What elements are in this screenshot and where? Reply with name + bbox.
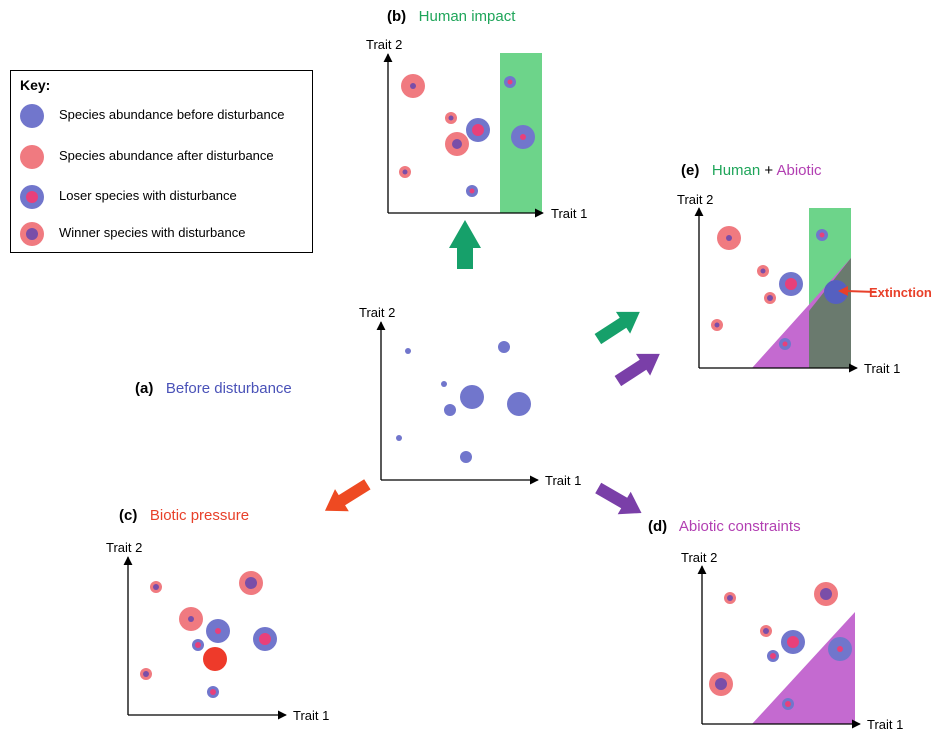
loser-species bbox=[816, 229, 828, 241]
panel-letter: (c) bbox=[119, 507, 138, 524]
panel-a-plot: Trait 2 Trait 1 bbox=[359, 305, 581, 488]
loser-species bbox=[511, 125, 535, 149]
legend-title: Key: bbox=[20, 77, 51, 93]
winner-species bbox=[140, 668, 152, 680]
after-symbol-icon bbox=[20, 145, 44, 169]
panel-e-plot: Trait 2 Trait 1 Extinction bbox=[677, 192, 932, 376]
panel-title-human: Human bbox=[711, 162, 761, 179]
winner-species bbox=[709, 672, 733, 696]
loser-species bbox=[781, 630, 805, 654]
species-before bbox=[460, 385, 484, 409]
species-before bbox=[441, 381, 447, 387]
arrow-purple-to-e bbox=[614, 353, 660, 387]
winner-species bbox=[399, 166, 411, 178]
loser-species bbox=[504, 76, 516, 88]
x-axis-label: Trait 1 bbox=[293, 708, 329, 723]
extinction-arrow-head bbox=[838, 286, 848, 296]
loser-species bbox=[767, 650, 779, 662]
invasive-species bbox=[203, 647, 227, 671]
loser-species bbox=[253, 627, 277, 651]
loser-species bbox=[779, 338, 791, 350]
winner-species bbox=[239, 571, 263, 595]
winner-species bbox=[150, 581, 162, 593]
panel-a-title: (a) Before disturbance bbox=[135, 380, 292, 397]
species-before bbox=[498, 341, 510, 353]
panel-title-text: Before disturbance bbox=[165, 380, 292, 397]
species-before bbox=[460, 451, 472, 463]
loser-species bbox=[828, 637, 852, 661]
panel-e-title: (e) Human + Abiotic bbox=[681, 162, 822, 179]
y-axis-label: Trait 2 bbox=[359, 305, 395, 320]
legend-label: Species abundance before disturbance bbox=[59, 107, 285, 122]
species-before bbox=[405, 348, 411, 354]
x-axis-label: Trait 1 bbox=[545, 473, 581, 488]
legend-box: Key: Species abundance before disturbanc… bbox=[10, 70, 313, 253]
panel-c-title: (c) Biotic pressure bbox=[119, 507, 249, 524]
winner-symbol-icon bbox=[20, 222, 44, 246]
loser-species bbox=[206, 619, 230, 643]
extinction-arrow bbox=[845, 290, 877, 293]
loser-species bbox=[782, 698, 794, 710]
legend-label: Winner species with disturbance bbox=[59, 225, 246, 240]
winner-species bbox=[401, 74, 425, 98]
winner-species bbox=[760, 625, 772, 637]
panel-title-text: Human impact bbox=[418, 8, 516, 25]
panel-letter: (e) bbox=[681, 162, 700, 179]
extinction-label: Extinction bbox=[869, 285, 932, 300]
panel-d-title: (d) Abiotic constraints bbox=[648, 518, 801, 535]
winner-species bbox=[711, 319, 723, 331]
species-before bbox=[507, 392, 531, 416]
arrow-to-human-impact bbox=[449, 220, 481, 269]
loser-species bbox=[192, 639, 204, 651]
y-axis-label: Trait 2 bbox=[366, 37, 402, 52]
panel-title-text: Abiotic constraints bbox=[678, 518, 801, 535]
x-axis-label: Trait 1 bbox=[867, 717, 903, 732]
loser-species bbox=[466, 185, 478, 197]
x-axis-label: Trait 1 bbox=[864, 361, 900, 376]
panel-letter: (d) bbox=[648, 518, 668, 535]
x-axis-label: Trait 1 bbox=[551, 206, 587, 221]
winner-species bbox=[764, 292, 776, 304]
legend-label: Loser species with disturbance bbox=[59, 188, 237, 203]
loser-species bbox=[466, 118, 490, 142]
before-symbol-icon bbox=[20, 104, 44, 128]
panel-d-plot: Trait 2 Trait 1 bbox=[681, 550, 903, 732]
panel-title-abiotic: Abiotic bbox=[776, 162, 822, 179]
panel-title-plus: + bbox=[760, 162, 777, 179]
panel-c-plot: Trait 2 Trait 1 bbox=[106, 540, 329, 723]
winner-species bbox=[445, 132, 469, 156]
species-before bbox=[444, 404, 456, 416]
panel-title-text: Biotic pressure bbox=[149, 507, 250, 524]
loser-symbol-icon bbox=[20, 185, 44, 209]
species-before bbox=[396, 435, 402, 441]
legend-item-after: Species abundance after disturbance bbox=[11, 142, 311, 172]
winner-species bbox=[717, 226, 741, 250]
abiotic-zone bbox=[752, 612, 855, 724]
panel-b-plot: Trait 2 Trait 1 bbox=[366, 37, 587, 221]
loser-species bbox=[207, 686, 219, 698]
arrow-to-biotic-pressure bbox=[324, 479, 371, 512]
y-axis-label: Trait 2 bbox=[106, 540, 142, 555]
y-axis-label: Trait 2 bbox=[681, 550, 717, 565]
panel-b-title: (b) Human impact bbox=[387, 8, 515, 25]
panel-letter: (b) bbox=[387, 8, 407, 25]
arrow-green-to-e bbox=[594, 311, 640, 345]
winner-species bbox=[814, 582, 838, 606]
extinct-species bbox=[824, 280, 848, 304]
arrow-to-abiotic-constraints bbox=[595, 482, 642, 515]
loser-species bbox=[779, 272, 803, 296]
legend-item-winner: Winner species with disturbance bbox=[11, 219, 311, 249]
winner-species bbox=[757, 265, 769, 277]
legend-label: Species abundance after disturbance bbox=[59, 148, 274, 163]
legend-item-before: Species abundance before disturbance bbox=[11, 101, 311, 131]
winner-species bbox=[445, 112, 457, 124]
winner-species bbox=[724, 592, 736, 604]
panel-letter: (a) bbox=[135, 380, 154, 397]
y-axis-label: Trait 2 bbox=[677, 192, 713, 207]
winner-species bbox=[179, 607, 203, 631]
legend-item-loser: Loser species with disturbance bbox=[11, 182, 311, 212]
